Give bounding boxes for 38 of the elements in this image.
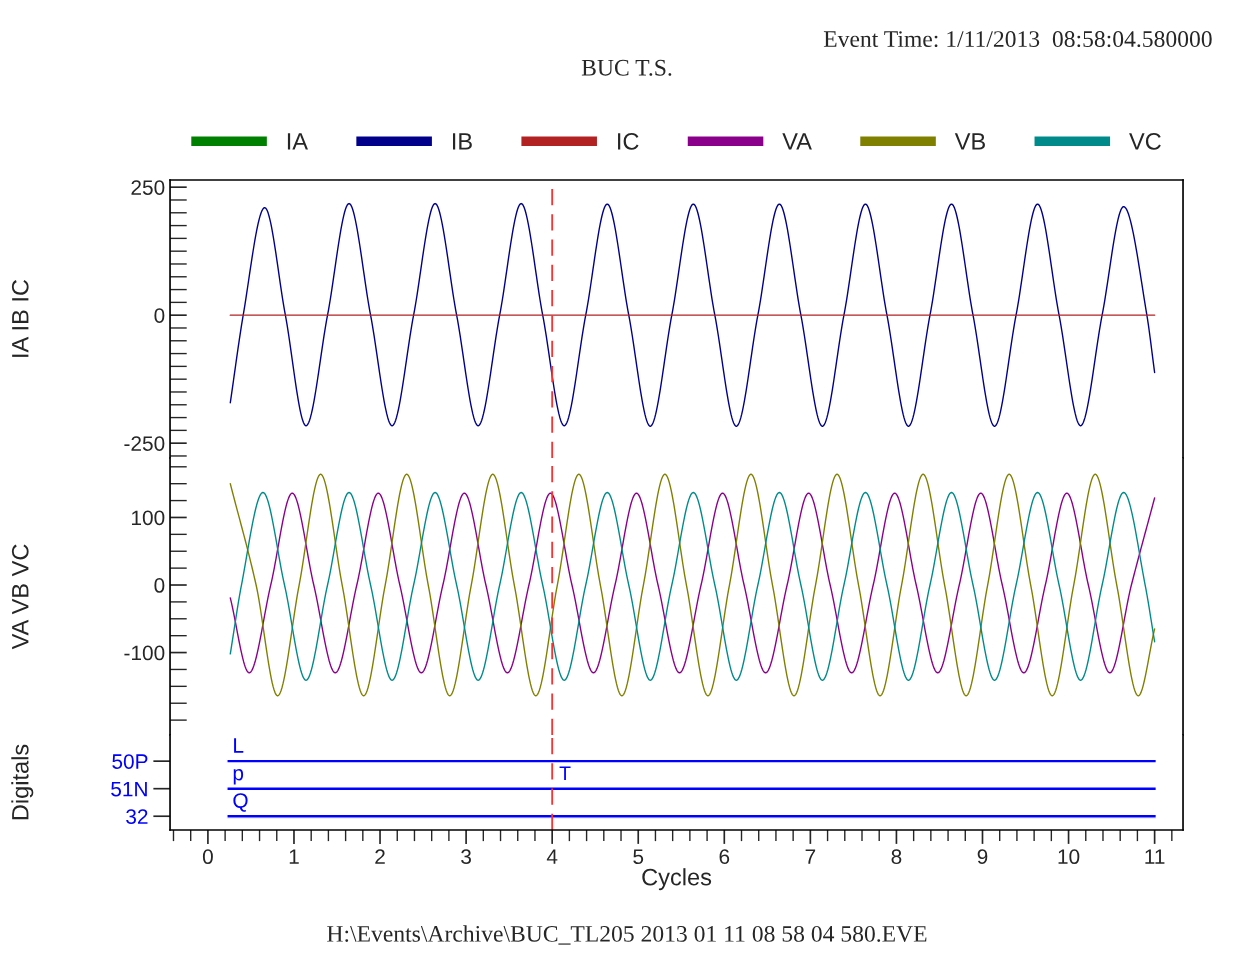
x-tick-label: 7 — [805, 849, 816, 864]
x-tick-label: 1 — [289, 849, 299, 864]
x-tick-label: 6 — [719, 849, 730, 865]
y-tick-label: -250 — [124, 436, 165, 451]
y-axis-title: VA VB VC — [11, 544, 29, 650]
y-axis-title: IA IB IC — [11, 279, 29, 357]
data-label: Q — [233, 793, 248, 812]
y-tick-label: -100 — [124, 645, 165, 661]
y-tick-label: 32 — [126, 809, 148, 824]
text: H:\Events\Archive\BUC_TL205 2013 01 11 08 58 04 580.EVE — [327, 925, 927, 945]
ref-line-label: T — [559, 766, 571, 780]
y-tick-label: 51N — [111, 781, 147, 797]
x-tick-label: 2 — [375, 849, 385, 864]
legend-label: VB — [954, 133, 985, 150]
chart-subtitle: Event Time: 1/11/2013 08:58:04.580000 — [823, 31, 1212, 48]
data-label: L — [234, 738, 244, 753]
y-tick-label: 0 — [154, 308, 165, 323]
y-tick-label: 50P — [112, 754, 148, 769]
y-tick-label: 100 — [132, 510, 165, 526]
legend-label: IC — [618, 133, 639, 150]
x-tick-label: 8 — [891, 849, 902, 865]
x-tick-label: 0 — [202, 849, 213, 865]
x-tick-label: 5 — [633, 849, 644, 865]
legend-label: VA — [782, 133, 812, 150]
y-axis-title: Digitals — [11, 744, 34, 820]
x-tick-label: 4 — [546, 849, 558, 864]
x-tick-label: 9 — [977, 849, 988, 865]
y-tick-label: 250 — [131, 180, 165, 195]
x-tick-label: 11 — [1145, 849, 1165, 864]
data-label: p — [233, 768, 244, 785]
legend-label: IA — [287, 133, 308, 150]
x-tick-label: 10 — [1058, 849, 1080, 865]
legend-label: VC — [1129, 133, 1161, 150]
chart-title: BUC T.S. — [581, 59, 672, 76]
x-tick-label: 3 — [461, 849, 471, 865]
legend-label: IB — [452, 133, 472, 150]
x-axis-title: Cycles — [642, 868, 712, 891]
y-tick-label: 0 — [154, 578, 165, 593]
